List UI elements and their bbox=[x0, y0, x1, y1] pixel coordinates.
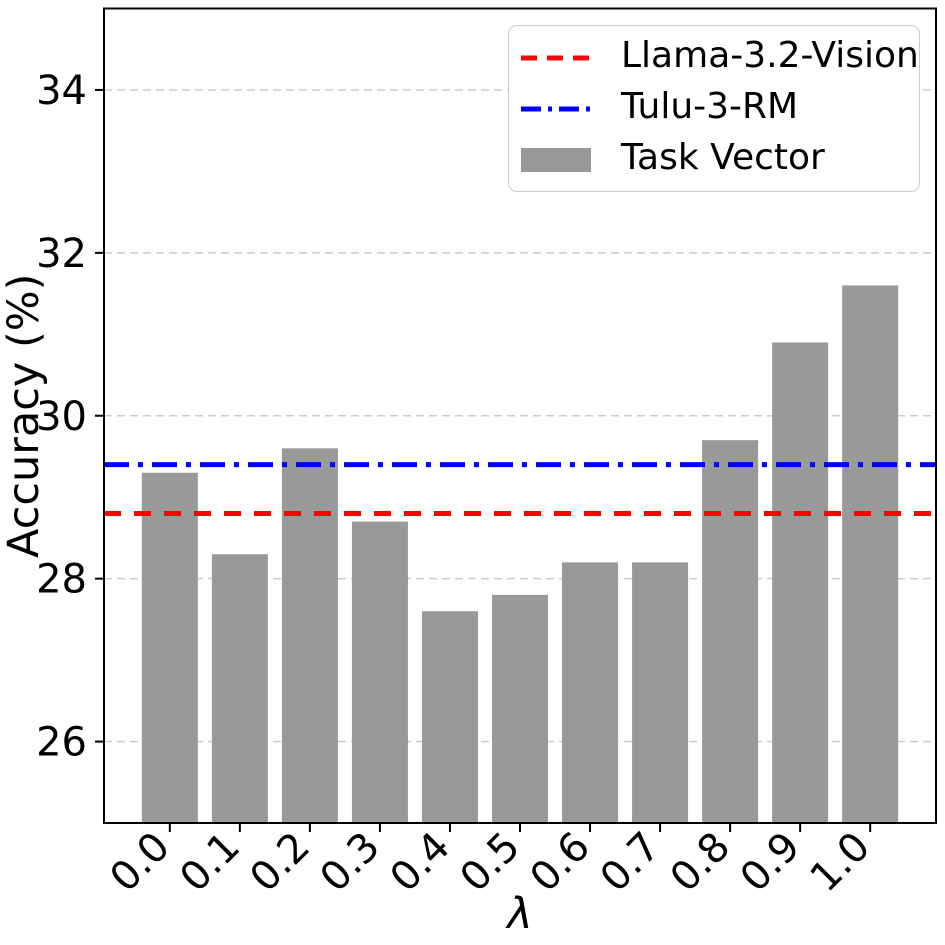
bar-lambda-0.7 bbox=[632, 562, 689, 823]
x-tick-label-0.2: 0.2 bbox=[241, 824, 319, 902]
dashdot-line-sample bbox=[521, 106, 591, 111]
bar-lambda-0.5 bbox=[491, 594, 549, 823]
gray-swatch-icon bbox=[521, 147, 591, 172]
y-tick-label-26: 26 bbox=[36, 720, 87, 766]
x-tick-label-0.8: 0.8 bbox=[662, 824, 740, 902]
bar-lambda-0.3 bbox=[351, 521, 408, 823]
bar-lambda-0.8 bbox=[702, 440, 759, 823]
bar-lambda-0.1 bbox=[211, 554, 268, 823]
bar-lambda-0.2 bbox=[281, 448, 338, 823]
legend-label-task-vector: Task Vector bbox=[621, 136, 825, 178]
x-axis-label: λ bbox=[505, 889, 532, 939]
y-tick-label-28: 28 bbox=[36, 557, 87, 603]
x-tick-label-0.0: 0.0 bbox=[101, 824, 179, 902]
legend-label-tulu: Tulu-3-RM bbox=[621, 85, 799, 127]
x-tick-label-0.7: 0.7 bbox=[592, 824, 670, 902]
x-tick-label-0.6: 0.6 bbox=[522, 824, 600, 902]
legend-item-llama: Llama-3.2-Vision bbox=[519, 37, 919, 76]
gray-patch-sample bbox=[521, 147, 591, 172]
x-tick-label-0.1: 0.1 bbox=[171, 824, 249, 902]
y-tick-label-32: 32 bbox=[36, 231, 87, 277]
x-tick-label-1.0: 1.0 bbox=[802, 824, 880, 902]
legend: Llama-3.2-Vision Tulu-3-RM Task Vector bbox=[508, 25, 920, 192]
x-tick-label-0.9: 0.9 bbox=[732, 824, 810, 902]
bar-lambda-0.6 bbox=[562, 562, 619, 823]
legend-item-task-vector: Task Vector bbox=[519, 136, 913, 178]
bar-lambda-1.0 bbox=[842, 285, 899, 823]
legend-item-tulu: Tulu-3-RM bbox=[519, 85, 913, 127]
plot-frame bbox=[103, 7, 937, 824]
dashed-line-sample bbox=[521, 55, 591, 60]
bar-lambda-0.0 bbox=[141, 472, 198, 823]
y-axis-label: Accuracy (%) bbox=[0, 274, 49, 558]
bar-lambda-0.9 bbox=[772, 342, 829, 823]
y-tick-label-34: 34 bbox=[36, 68, 87, 114]
y-tick-label-30: 30 bbox=[36, 394, 87, 440]
legend-label-llama: Llama-3.2-Vision bbox=[621, 34, 919, 76]
bar-lambda-0.4 bbox=[421, 611, 478, 823]
x-tick-label-0.3: 0.3 bbox=[311, 824, 389, 902]
x-tick-label-0.4: 0.4 bbox=[382, 824, 460, 902]
